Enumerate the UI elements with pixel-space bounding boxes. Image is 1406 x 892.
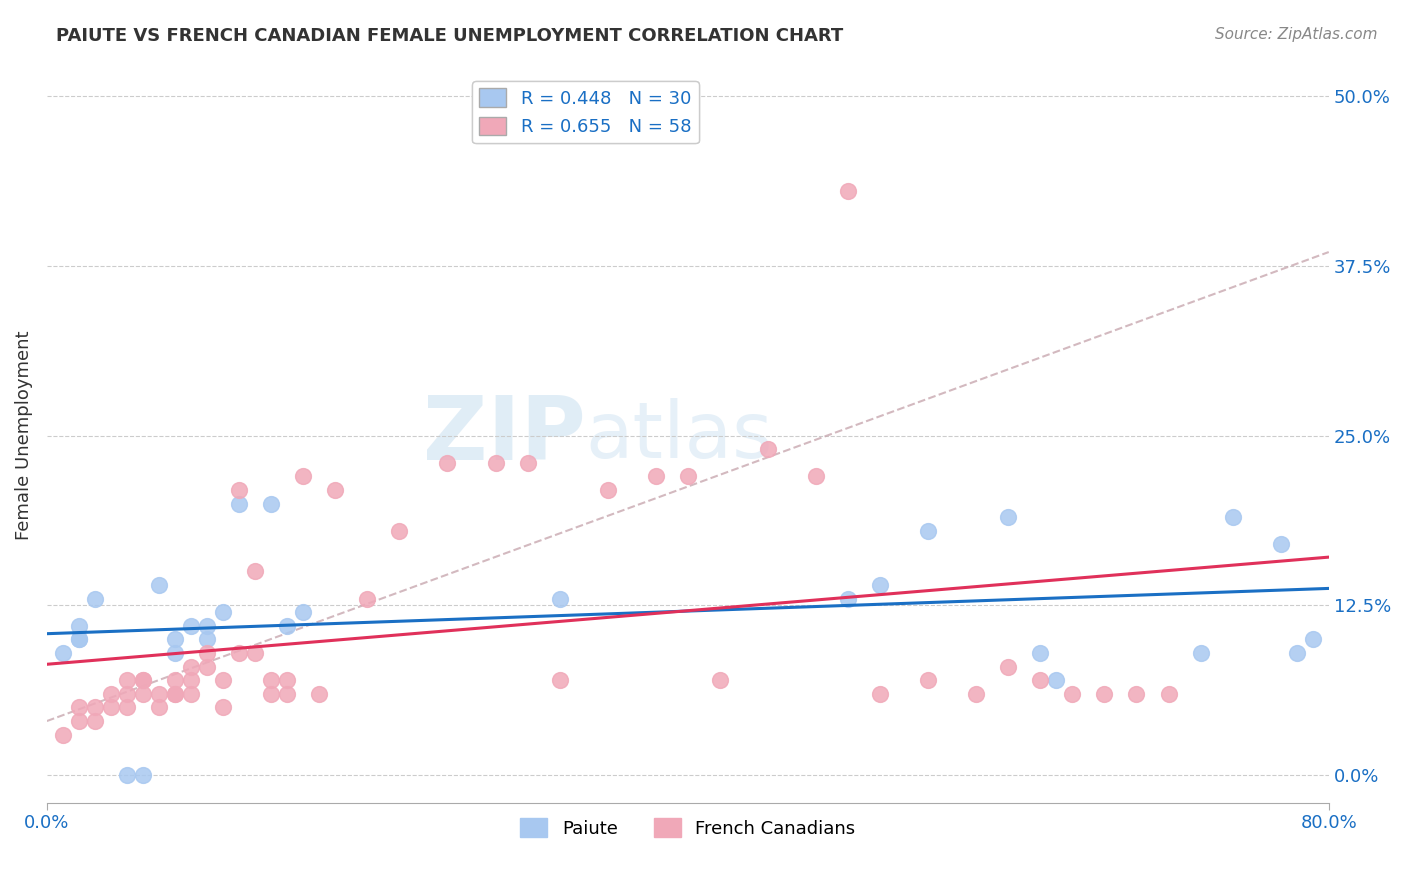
Point <box>516 456 538 470</box>
Point <box>276 673 298 688</box>
Text: Source: ZipAtlas.com: Source: ZipAtlas.com <box>1215 27 1378 42</box>
Point <box>84 591 107 606</box>
Point <box>100 687 122 701</box>
Point <box>965 687 987 701</box>
Point <box>1157 687 1180 701</box>
Point <box>228 646 250 660</box>
Point <box>308 687 330 701</box>
Point <box>67 619 90 633</box>
Point <box>148 700 170 714</box>
Point <box>132 673 155 688</box>
Point <box>484 456 506 470</box>
Point <box>548 591 571 606</box>
Point <box>165 673 187 688</box>
Point <box>1270 537 1292 551</box>
Point <box>1125 687 1147 701</box>
Text: PAIUTE VS FRENCH CANADIAN FEMALE UNEMPLOYMENT CORRELATION CHART: PAIUTE VS FRENCH CANADIAN FEMALE UNEMPLO… <box>56 27 844 45</box>
Point <box>132 687 155 701</box>
Point <box>148 578 170 592</box>
Point <box>709 673 731 688</box>
Point <box>997 510 1019 524</box>
Point <box>1302 632 1324 647</box>
Point <box>165 687 187 701</box>
Point <box>837 591 859 606</box>
Point <box>132 673 155 688</box>
Point <box>100 700 122 714</box>
Point <box>245 646 267 660</box>
Point <box>67 714 90 728</box>
Point <box>869 578 891 592</box>
Point <box>115 768 138 782</box>
Point <box>165 646 187 660</box>
Point <box>180 687 202 701</box>
Point <box>115 700 138 714</box>
Point <box>165 687 187 701</box>
Point <box>67 632 90 647</box>
Point <box>212 673 235 688</box>
Point <box>260 673 283 688</box>
Y-axis label: Female Unemployment: Female Unemployment <box>15 331 32 541</box>
Point <box>260 687 283 701</box>
Point <box>195 659 218 673</box>
Point <box>180 659 202 673</box>
Point <box>323 483 346 497</box>
Point <box>1029 673 1052 688</box>
Point <box>260 496 283 510</box>
Point <box>869 687 891 701</box>
Point <box>1045 673 1067 688</box>
Text: atlas: atlas <box>585 398 773 474</box>
Point <box>756 442 779 457</box>
Text: ZIP: ZIP <box>423 392 585 479</box>
Point <box>292 605 315 619</box>
Point <box>596 483 619 497</box>
Point <box>917 673 939 688</box>
Point <box>195 646 218 660</box>
Point <box>228 496 250 510</box>
Point <box>436 456 458 470</box>
Point <box>115 673 138 688</box>
Point <box>180 619 202 633</box>
Point <box>84 714 107 728</box>
Point <box>212 605 235 619</box>
Point <box>67 700 90 714</box>
Point <box>84 700 107 714</box>
Point <box>292 469 315 483</box>
Point <box>837 184 859 198</box>
Point <box>148 687 170 701</box>
Point <box>676 469 699 483</box>
Point <box>917 524 939 538</box>
Point <box>276 619 298 633</box>
Point <box>195 632 218 647</box>
Point <box>52 646 75 660</box>
Point <box>1222 510 1244 524</box>
Point <box>1029 646 1052 660</box>
Point <box>228 483 250 497</box>
Point <box>1062 687 1084 701</box>
Point <box>1189 646 1212 660</box>
Point <box>997 659 1019 673</box>
Legend: R = 0.448   N = 30, R = 0.655   N = 58: R = 0.448 N = 30, R = 0.655 N = 58 <box>472 81 699 144</box>
Point <box>195 619 218 633</box>
Point <box>132 768 155 782</box>
Point <box>356 591 378 606</box>
Point <box>644 469 666 483</box>
Point <box>276 687 298 701</box>
Point <box>1285 646 1308 660</box>
Point <box>804 469 827 483</box>
Point <box>115 687 138 701</box>
Point <box>212 700 235 714</box>
Point <box>180 673 202 688</box>
Point <box>67 632 90 647</box>
Point <box>245 565 267 579</box>
Point <box>1094 687 1116 701</box>
Point <box>52 728 75 742</box>
Point <box>165 632 187 647</box>
Point <box>548 673 571 688</box>
Point <box>388 524 411 538</box>
